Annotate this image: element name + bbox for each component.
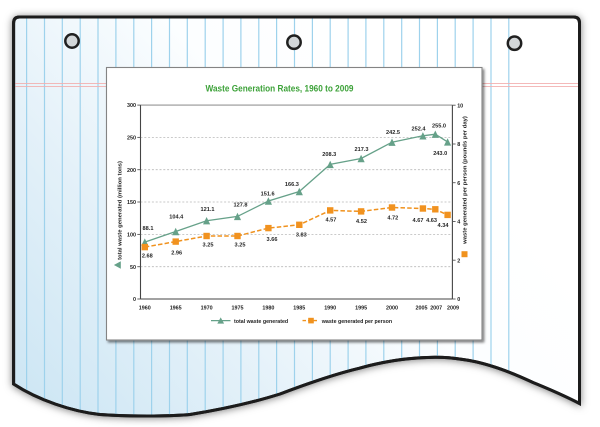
svg-text:4.52: 4.52 xyxy=(356,219,367,225)
svg-text:10: 10 xyxy=(457,103,463,109)
svg-text:2000: 2000 xyxy=(386,306,398,312)
svg-text:2.96: 2.96 xyxy=(171,250,182,256)
svg-text:4.67: 4.67 xyxy=(413,218,424,224)
svg-text:6: 6 xyxy=(457,181,460,187)
svg-text:2007: 2007 xyxy=(430,306,442,312)
svg-text:121.1: 121.1 xyxy=(201,207,215,213)
svg-text:242.5: 242.5 xyxy=(386,130,400,136)
svg-text:3.66: 3.66 xyxy=(267,237,278,243)
svg-text:waste generated per person (po: waste generated per person (pounds per d… xyxy=(462,116,468,245)
svg-text:100: 100 xyxy=(127,233,136,239)
svg-text:2.68: 2.68 xyxy=(142,254,153,260)
svg-text:waste generated per person: waste generated per person xyxy=(321,319,392,325)
svg-text:151.6: 151.6 xyxy=(261,192,275,198)
svg-text:3.25: 3.25 xyxy=(203,242,214,248)
svg-text:166.3: 166.3 xyxy=(285,182,299,188)
svg-text:300: 300 xyxy=(127,103,136,109)
svg-text:4.34: 4.34 xyxy=(438,223,450,229)
svg-text:255.0: 255.0 xyxy=(432,123,446,129)
svg-text:2009: 2009 xyxy=(447,306,459,312)
svg-text:8: 8 xyxy=(457,142,460,148)
svg-text:127.8: 127.8 xyxy=(234,203,248,209)
svg-text:250: 250 xyxy=(127,136,136,142)
svg-text:4: 4 xyxy=(457,220,460,226)
svg-text:1990: 1990 xyxy=(324,306,336,312)
svg-text:2005: 2005 xyxy=(416,306,428,312)
svg-text:4.63: 4.63 xyxy=(426,218,437,224)
svg-text:1975: 1975 xyxy=(232,306,244,312)
svg-text:217.3: 217.3 xyxy=(355,147,369,153)
svg-text:4.72: 4.72 xyxy=(387,215,398,221)
svg-text:3.83: 3.83 xyxy=(296,232,307,238)
svg-text:243.0: 243.0 xyxy=(433,151,447,157)
svg-text:208.3: 208.3 xyxy=(322,152,336,158)
svg-text:1980: 1980 xyxy=(262,306,274,312)
svg-text:0: 0 xyxy=(133,297,136,303)
svg-text:2: 2 xyxy=(457,258,460,264)
svg-text:1970: 1970 xyxy=(201,306,213,312)
svg-text:252.4: 252.4 xyxy=(412,127,427,133)
svg-text:50: 50 xyxy=(130,265,136,271)
svg-text:0: 0 xyxy=(457,297,460,303)
svg-text:1965: 1965 xyxy=(170,306,182,312)
svg-text:Waste Generation Rates, 1960 t: Waste Generation Rates, 1960 to 2009 xyxy=(206,83,354,94)
svg-text:150: 150 xyxy=(127,200,136,206)
svg-text:1960: 1960 xyxy=(139,306,151,312)
svg-text:1995: 1995 xyxy=(355,306,367,312)
svg-text:200: 200 xyxy=(127,168,136,174)
svg-text:4.57: 4.57 xyxy=(325,218,336,224)
svg-text:3.25: 3.25 xyxy=(235,242,246,248)
svg-text:104.4: 104.4 xyxy=(169,215,184,221)
svg-text:total waste generated: total waste generated xyxy=(234,319,288,325)
svg-text:88.1: 88.1 xyxy=(143,226,154,232)
svg-text:1985: 1985 xyxy=(293,306,305,312)
svg-text:total waste generated (million: total waste generated (million tons) xyxy=(117,161,123,260)
